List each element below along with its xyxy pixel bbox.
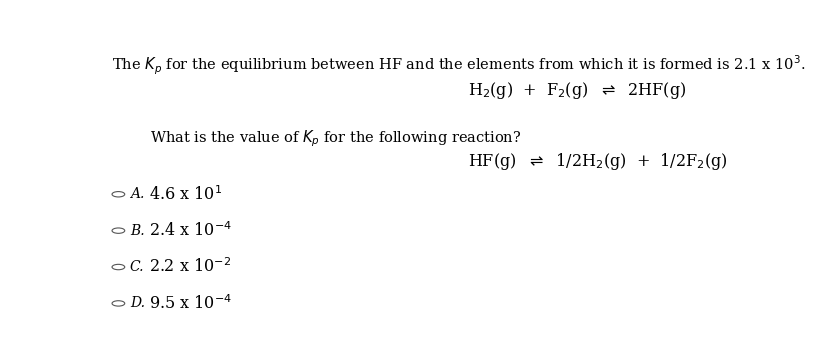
Text: 2.4 x 10$^{-4}$: 2.4 x 10$^{-4}$ bbox=[149, 221, 232, 240]
Text: 9.5 x 10$^{-4}$: 9.5 x 10$^{-4}$ bbox=[149, 294, 232, 313]
Text: What is the value of $\mathit{K_p}$ for the following reaction?: What is the value of $\mathit{K_p}$ for … bbox=[150, 128, 521, 149]
Text: 4.6 x 10$^{1}$: 4.6 x 10$^{1}$ bbox=[149, 185, 222, 204]
Text: HF(g)  $\rightleftharpoons$  1/2H$_2$(g)  +  1/2F$_2$(g): HF(g) $\rightleftharpoons$ 1/2H$_2$(g) +… bbox=[468, 151, 726, 172]
Text: A.: A. bbox=[129, 187, 144, 201]
Text: H$_2$(g)  +  F$_2$(g)  $\rightleftharpoons$  2HF(g): H$_2$(g) + F$_2$(g) $\rightleftharpoons$… bbox=[468, 80, 686, 101]
Text: D.: D. bbox=[129, 296, 145, 310]
Text: The $\mathit{K_p}$ for the equilibrium between HF and the elements from which it: The $\mathit{K_p}$ for the equilibrium b… bbox=[112, 54, 804, 77]
Text: C.: C. bbox=[129, 260, 144, 274]
Text: 2.2 x 10$^{-2}$: 2.2 x 10$^{-2}$ bbox=[149, 258, 231, 277]
Text: B.: B. bbox=[129, 224, 144, 238]
